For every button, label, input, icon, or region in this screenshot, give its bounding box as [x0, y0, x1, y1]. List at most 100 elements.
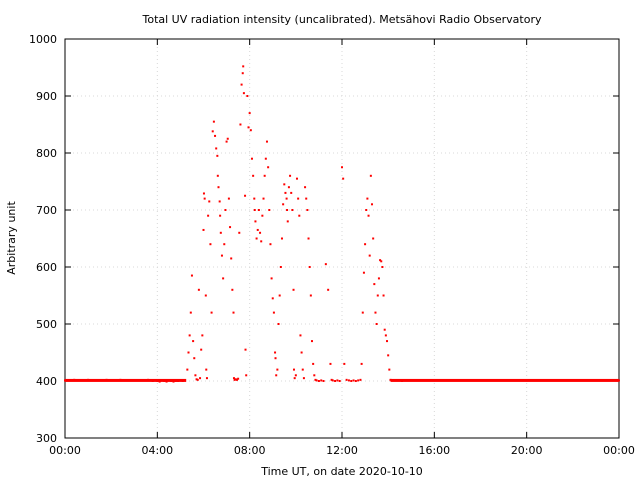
data-point	[256, 228, 259, 231]
data-point	[383, 328, 386, 331]
data-point	[302, 377, 305, 380]
axis-ticks	[64, 38, 620, 439]
data-point	[195, 378, 198, 381]
data-point	[239, 123, 242, 126]
data-point	[253, 197, 256, 200]
data-point	[350, 380, 353, 382]
data-point	[374, 311, 377, 314]
data-point	[364, 243, 367, 246]
data-point	[242, 92, 245, 95]
data-point	[200, 348, 203, 351]
data-point	[241, 72, 244, 75]
data-point	[186, 368, 189, 371]
data-point	[265, 140, 268, 143]
data-point	[292, 368, 295, 371]
data-point	[367, 214, 370, 217]
data-point	[324, 263, 327, 266]
data-point	[205, 377, 208, 380]
data-point	[222, 277, 225, 280]
data-point	[313, 374, 316, 377]
data-point	[190, 274, 193, 277]
data-point	[209, 243, 212, 246]
data-point	[309, 294, 312, 297]
data-point	[301, 368, 304, 371]
data-point	[208, 200, 211, 203]
data-point	[305, 197, 308, 200]
data-point	[249, 129, 252, 132]
data-point	[282, 203, 285, 206]
data-point	[248, 112, 251, 115]
data-point	[290, 191, 293, 194]
data-point	[192, 340, 195, 343]
data-point	[193, 357, 196, 360]
data-point	[371, 203, 374, 206]
data-point	[242, 65, 245, 68]
data-point	[224, 209, 227, 211]
y-tick-label: 1000	[29, 33, 57, 46]
data-point	[365, 209, 368, 211]
data-point	[229, 226, 232, 229]
data-point	[366, 197, 369, 200]
y-tick-label: 800	[36, 147, 57, 160]
data-point	[203, 197, 206, 200]
data-point	[322, 380, 325, 382]
data-point	[253, 209, 256, 211]
plot-area-frame	[64, 38, 620, 439]
data-point	[289, 174, 292, 177]
data-point	[283, 183, 286, 186]
data-point	[188, 334, 191, 337]
data-point	[233, 378, 236, 381]
data-point	[347, 379, 350, 382]
data-point	[227, 197, 230, 200]
y-tick-label: 300	[36, 432, 57, 445]
data-point	[292, 288, 295, 291]
data-point	[217, 186, 220, 189]
data-point	[219, 231, 222, 234]
data-point	[306, 209, 309, 211]
data-point	[212, 120, 215, 123]
x-tick-label: 04:00	[141, 444, 173, 457]
data-point	[246, 95, 249, 97]
data-point	[336, 379, 339, 382]
data-point	[219, 214, 222, 217]
data-point	[320, 379, 323, 382]
data-point	[384, 334, 387, 337]
data-point	[267, 166, 270, 169]
data-point	[285, 197, 288, 200]
data-point	[225, 140, 228, 143]
data-point	[226, 137, 229, 140]
data-point	[343, 362, 346, 365]
data-point	[359, 378, 362, 381]
data-point	[215, 147, 218, 150]
data-point	[274, 351, 277, 354]
data-point	[377, 277, 380, 280]
data-point	[387, 354, 390, 357]
data-point	[274, 357, 277, 360]
data-point	[352, 379, 355, 382]
x-axis-label: Time UT, on date 2020-10-10	[260, 465, 423, 478]
data-point	[341, 166, 343, 169]
data-point	[245, 374, 248, 377]
data-point	[369, 174, 372, 177]
data-point	[252, 174, 255, 177]
data-point	[315, 379, 318, 382]
data-point	[260, 240, 263, 243]
data-point	[255, 237, 258, 240]
data-point	[293, 377, 296, 380]
data-point	[317, 380, 320, 382]
data-point	[310, 340, 313, 343]
data-point	[280, 237, 283, 240]
y-axis-label: Arbitrary unit	[5, 201, 18, 275]
data-point	[276, 368, 279, 371]
data-point	[223, 243, 226, 246]
data-point	[275, 374, 278, 377]
data-point	[312, 362, 315, 365]
data-point	[386, 340, 389, 343]
data-point	[299, 334, 302, 337]
data-points	[64, 65, 620, 383]
data-point	[300, 351, 303, 354]
data-point	[331, 379, 334, 382]
data-point	[250, 157, 253, 160]
data-point	[380, 260, 383, 263]
